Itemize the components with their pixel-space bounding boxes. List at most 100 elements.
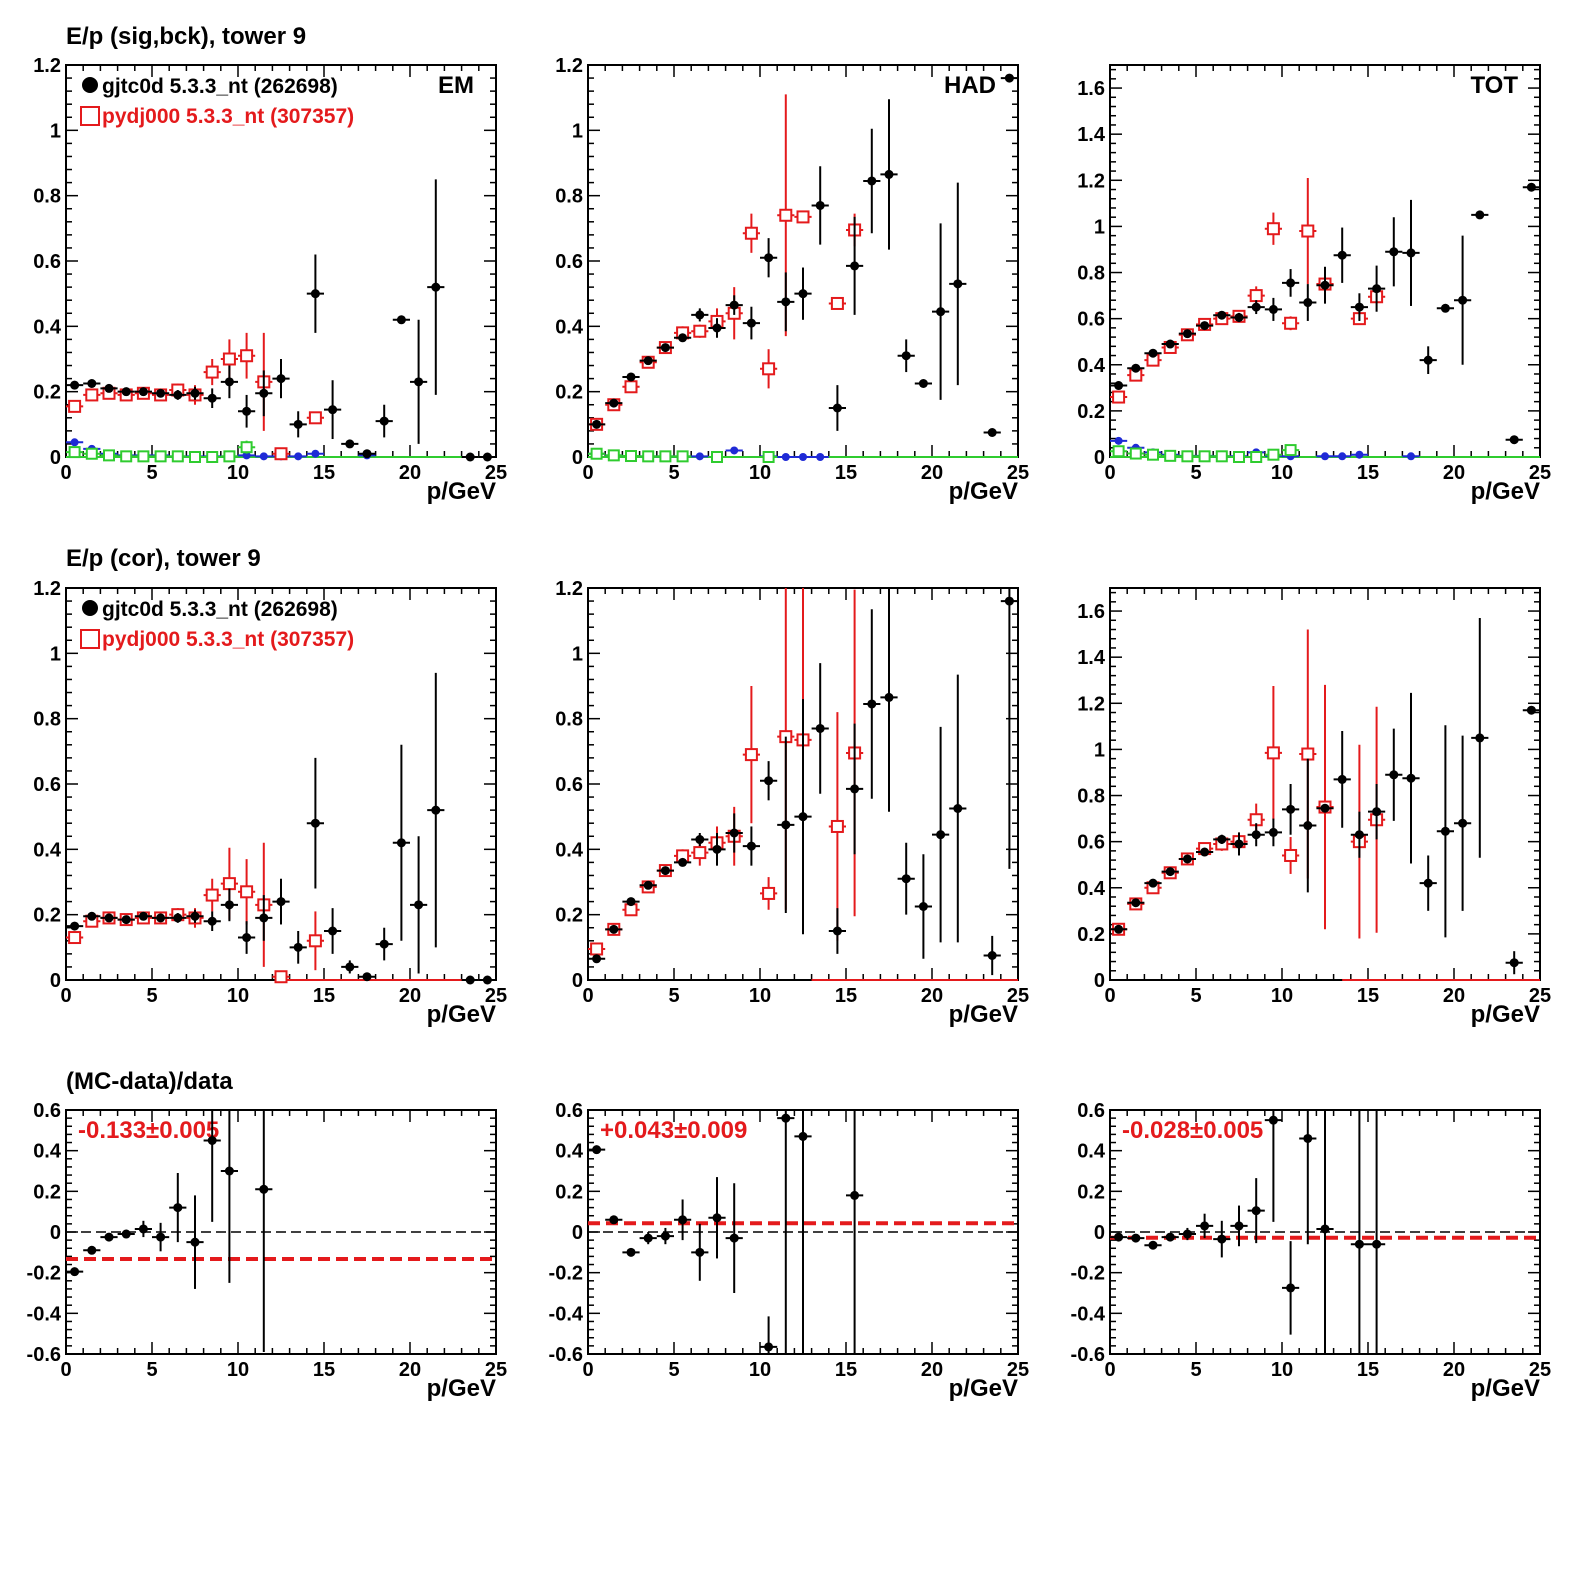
data-point	[832, 403, 842, 413]
y-tick-label: 0.8	[1077, 263, 1105, 285]
green-point	[711, 451, 723, 463]
chart-panel: 0 5 10 15 20 25 -0.6 -0.4 -0.2 0 0.2 0.4 0.6 p/GeV +0.…	[549, 1100, 1030, 1402]
data-point	[832, 926, 842, 936]
mc-point	[240, 349, 254, 363]
green-point	[625, 450, 637, 463]
data-point	[138, 387, 148, 397]
mc-point	[796, 210, 810, 224]
chart-panel: 0 5 10 15 20 25 0 0.2 0.4 0.6 0.8 1 1.2 1.4 1.6 p/GeV TO…	[1077, 64, 1551, 505]
y-tick-label: 0.8	[33, 709, 61, 731]
mc-point	[274, 447, 288, 461]
y-tick-label: 0.2	[1077, 1181, 1105, 1203]
data-point	[173, 913, 183, 923]
y-tick-label: -0.2	[27, 1263, 61, 1285]
y-tick-label: 0.8	[555, 186, 583, 208]
y-tick-label: 0.4	[33, 316, 62, 338]
y-tick-label: 1	[1094, 216, 1105, 238]
data-point	[293, 419, 303, 429]
data-point	[1320, 280, 1330, 290]
data-point	[592, 419, 602, 429]
data-point	[1268, 304, 1278, 314]
data-point	[1165, 1232, 1175, 1242]
data-point	[1372, 284, 1382, 294]
y-tick-label: -0.6	[549, 1344, 583, 1366]
data-point	[70, 921, 80, 931]
data-point	[1234, 312, 1244, 322]
series-data	[66, 672, 496, 985]
green-point	[223, 450, 236, 463]
green-point	[1233, 451, 1245, 463]
data-point	[121, 915, 131, 925]
series-data	[1110, 617, 1540, 975]
data-point	[1286, 278, 1296, 288]
data-point	[953, 279, 963, 289]
legend-label-mc: pydj000 5.3.3_nt (307357)	[102, 628, 354, 651]
blue-point	[695, 452, 704, 461]
y-tick-label: 1.4	[1077, 124, 1106, 146]
data-point	[1217, 1234, 1227, 1244]
data-point	[87, 379, 97, 388]
data-point	[190, 911, 200, 921]
data-point	[104, 383, 114, 393]
green-point	[171, 450, 184, 463]
y-tick-label: 0.4	[33, 1141, 62, 1163]
data-point	[643, 1233, 653, 1243]
data-point	[431, 805, 441, 815]
data-point	[1200, 1221, 1210, 1231]
data-point	[1509, 958, 1519, 968]
series-green	[1110, 444, 1300, 463]
data-point	[626, 372, 636, 382]
blue-point	[70, 438, 79, 447]
data-point	[328, 926, 338, 936]
data-point	[138, 911, 148, 921]
x-tick-label: 25	[1007, 1359, 1029, 1381]
data-point	[379, 416, 389, 426]
y-tick-label: -0.4	[27, 1303, 62, 1325]
data-point	[626, 897, 636, 907]
data-point	[712, 844, 722, 854]
data-point	[1423, 355, 1433, 365]
mc-point	[308, 411, 322, 425]
data-point	[746, 841, 756, 851]
data-point	[850, 784, 860, 794]
mc-point	[1112, 390, 1126, 404]
data-point	[781, 1113, 791, 1123]
y-tick-label: 0.2	[555, 1181, 583, 1203]
data-point	[87, 911, 97, 921]
mc-point	[744, 226, 758, 240]
x-tick-label: 0	[582, 1359, 593, 1381]
series-data	[588, 1110, 864, 1354]
data-point	[242, 406, 252, 416]
y-tick-label: 1	[572, 120, 583, 142]
green-point	[607, 449, 620, 462]
data-point	[660, 866, 670, 876]
y-tick-label: 0.4	[555, 316, 584, 338]
y-tick-label: 0.6	[1077, 1100, 1105, 1122]
data-point	[1217, 834, 1227, 844]
data-point	[609, 924, 619, 934]
y-tick-label: 0.8	[1077, 786, 1105, 808]
data-point	[729, 300, 739, 310]
x-tick-label: 10	[1271, 985, 1293, 1007]
blue-point	[294, 452, 303, 461]
data-point	[953, 804, 963, 813]
data-point	[1406, 773, 1416, 783]
blue-point	[730, 446, 739, 455]
data-point	[678, 1215, 688, 1225]
data-point	[1458, 295, 1468, 305]
mc-point	[624, 380, 638, 394]
green-point	[120, 450, 133, 463]
data-point	[121, 387, 131, 397]
y-tick-label: 0.2	[33, 382, 61, 404]
x-tick-label: 0	[60, 462, 71, 484]
mc-point	[240, 885, 254, 899]
data-point	[276, 374, 286, 384]
plot-frame	[1109, 587, 1541, 981]
data-point	[815, 723, 825, 733]
x-tick-label: 25	[1529, 985, 1551, 1007]
y-tick-label: 1.2	[1077, 693, 1105, 715]
data-point	[465, 452, 475, 462]
data-point	[1114, 1232, 1124, 1242]
mc-point	[1266, 746, 1280, 760]
x-tick-label: 15	[313, 462, 335, 484]
